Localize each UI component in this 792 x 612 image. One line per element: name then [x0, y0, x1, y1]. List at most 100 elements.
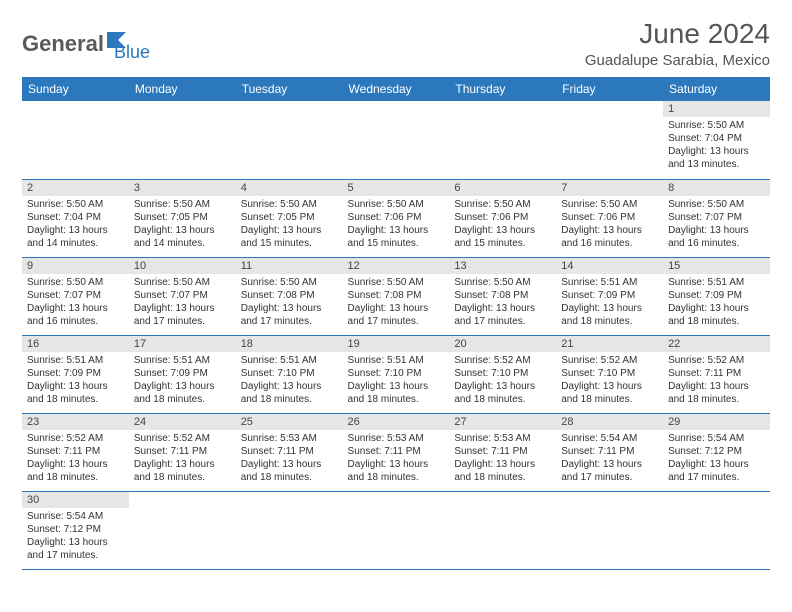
calendar-day-cell: 5Sunrise: 5:50 AMSunset: 7:06 PMDaylight… [343, 179, 450, 257]
day-details: Sunrise: 5:51 AMSunset: 7:09 PMDaylight:… [22, 352, 129, 410]
weekday-header-row: Sunday Monday Tuesday Wednesday Thursday… [22, 77, 770, 101]
day-number: 21 [556, 336, 663, 352]
day-details: Sunrise: 5:50 AMSunset: 7:06 PMDaylight:… [449, 196, 556, 254]
day-details: Sunrise: 5:52 AMSunset: 7:11 PMDaylight:… [663, 352, 770, 410]
calendar-day-cell: 13Sunrise: 5:50 AMSunset: 7:08 PMDayligh… [449, 257, 556, 335]
day-details: Sunrise: 5:50 AMSunset: 7:08 PMDaylight:… [236, 274, 343, 332]
calendar-day-cell [236, 491, 343, 569]
day-details: Sunrise: 5:52 AMSunset: 7:10 PMDaylight:… [449, 352, 556, 410]
day-number: 16 [22, 336, 129, 352]
calendar-day-cell: 23Sunrise: 5:52 AMSunset: 7:11 PMDayligh… [22, 413, 129, 491]
day-number: 19 [343, 336, 450, 352]
calendar-day-cell: 17Sunrise: 5:51 AMSunset: 7:09 PMDayligh… [129, 335, 236, 413]
calendar-day-cell: 3Sunrise: 5:50 AMSunset: 7:05 PMDaylight… [129, 179, 236, 257]
day-details: Sunrise: 5:50 AMSunset: 7:07 PMDaylight:… [129, 274, 236, 332]
calendar-day-cell [129, 491, 236, 569]
day-number: 9 [22, 258, 129, 274]
calendar-day-cell: 29Sunrise: 5:54 AMSunset: 7:12 PMDayligh… [663, 413, 770, 491]
calendar-week-row: 2Sunrise: 5:50 AMSunset: 7:04 PMDaylight… [22, 179, 770, 257]
day-number: 14 [556, 258, 663, 274]
day-number: 29 [663, 414, 770, 430]
calendar-day-cell: 24Sunrise: 5:52 AMSunset: 7:11 PMDayligh… [129, 413, 236, 491]
month-title: June 2024 [585, 18, 770, 50]
weekday-header: Friday [556, 77, 663, 101]
calendar-day-cell: 30Sunrise: 5:54 AMSunset: 7:12 PMDayligh… [22, 491, 129, 569]
day-details: Sunrise: 5:51 AMSunset: 7:09 PMDaylight:… [129, 352, 236, 410]
calendar-day-cell [343, 101, 450, 179]
calendar-day-cell: 28Sunrise: 5:54 AMSunset: 7:11 PMDayligh… [556, 413, 663, 491]
calendar-week-row: 9Sunrise: 5:50 AMSunset: 7:07 PMDaylight… [22, 257, 770, 335]
calendar-week-row: 16Sunrise: 5:51 AMSunset: 7:09 PMDayligh… [22, 335, 770, 413]
day-number: 28 [556, 414, 663, 430]
calendar-day-cell: 12Sunrise: 5:50 AMSunset: 7:08 PMDayligh… [343, 257, 450, 335]
day-details: Sunrise: 5:50 AMSunset: 7:06 PMDaylight:… [556, 196, 663, 254]
calendar-day-cell: 16Sunrise: 5:51 AMSunset: 7:09 PMDayligh… [22, 335, 129, 413]
calendar-day-cell [449, 101, 556, 179]
day-details: Sunrise: 5:52 AMSunset: 7:11 PMDaylight:… [22, 430, 129, 488]
weekday-header: Wednesday [343, 77, 450, 101]
day-details: Sunrise: 5:50 AMSunset: 7:07 PMDaylight:… [663, 196, 770, 254]
calendar-day-cell: 26Sunrise: 5:53 AMSunset: 7:11 PMDayligh… [343, 413, 450, 491]
calendar-day-cell: 6Sunrise: 5:50 AMSunset: 7:06 PMDaylight… [449, 179, 556, 257]
day-details: Sunrise: 5:53 AMSunset: 7:11 PMDaylight:… [449, 430, 556, 488]
calendar-day-cell [663, 491, 770, 569]
day-details: Sunrise: 5:50 AMSunset: 7:04 PMDaylight:… [22, 196, 129, 254]
calendar-day-cell: 18Sunrise: 5:51 AMSunset: 7:10 PMDayligh… [236, 335, 343, 413]
header: General Blue June 2024 Guadalupe Sarabia… [22, 18, 770, 69]
day-details: Sunrise: 5:50 AMSunset: 7:07 PMDaylight:… [22, 274, 129, 332]
day-details: Sunrise: 5:50 AMSunset: 7:08 PMDaylight:… [343, 274, 450, 332]
day-number: 12 [343, 258, 450, 274]
day-number: 17 [129, 336, 236, 352]
calendar-table: Sunday Monday Tuesday Wednesday Thursday… [22, 77, 770, 570]
day-number: 27 [449, 414, 556, 430]
day-details: Sunrise: 5:50 AMSunset: 7:04 PMDaylight:… [663, 117, 770, 175]
day-details: Sunrise: 5:51 AMSunset: 7:09 PMDaylight:… [663, 274, 770, 332]
day-details: Sunrise: 5:50 AMSunset: 7:08 PMDaylight:… [449, 274, 556, 332]
day-number: 11 [236, 258, 343, 274]
calendar-day-cell: 19Sunrise: 5:51 AMSunset: 7:10 PMDayligh… [343, 335, 450, 413]
day-details: Sunrise: 5:51 AMSunset: 7:10 PMDaylight:… [343, 352, 450, 410]
day-number: 15 [663, 258, 770, 274]
calendar-day-cell: 20Sunrise: 5:52 AMSunset: 7:10 PMDayligh… [449, 335, 556, 413]
logo-text-blue: Blue [114, 42, 150, 63]
day-number: 20 [449, 336, 556, 352]
day-number: 2 [22, 180, 129, 196]
calendar-day-cell: 25Sunrise: 5:53 AMSunset: 7:11 PMDayligh… [236, 413, 343, 491]
calendar-day-cell [343, 491, 450, 569]
calendar-day-cell: 2Sunrise: 5:50 AMSunset: 7:04 PMDaylight… [22, 179, 129, 257]
calendar-day-cell: 7Sunrise: 5:50 AMSunset: 7:06 PMDaylight… [556, 179, 663, 257]
day-number: 5 [343, 180, 450, 196]
day-number: 1 [663, 101, 770, 117]
calendar-day-cell: 22Sunrise: 5:52 AMSunset: 7:11 PMDayligh… [663, 335, 770, 413]
calendar-day-cell: 27Sunrise: 5:53 AMSunset: 7:11 PMDayligh… [449, 413, 556, 491]
day-number: 7 [556, 180, 663, 196]
calendar-day-cell: 4Sunrise: 5:50 AMSunset: 7:05 PMDaylight… [236, 179, 343, 257]
day-details: Sunrise: 5:54 AMSunset: 7:11 PMDaylight:… [556, 430, 663, 488]
calendar-day-cell: 21Sunrise: 5:52 AMSunset: 7:10 PMDayligh… [556, 335, 663, 413]
weekday-header: Tuesday [236, 77, 343, 101]
calendar-day-cell [556, 101, 663, 179]
weekday-header: Sunday [22, 77, 129, 101]
calendar-day-cell [22, 101, 129, 179]
day-number: 4 [236, 180, 343, 196]
calendar-day-cell [129, 101, 236, 179]
calendar-week-row: 1Sunrise: 5:50 AMSunset: 7:04 PMDaylight… [22, 101, 770, 179]
day-details: Sunrise: 5:51 AMSunset: 7:10 PMDaylight:… [236, 352, 343, 410]
day-details: Sunrise: 5:53 AMSunset: 7:11 PMDaylight:… [343, 430, 450, 488]
logo-text-general: General [22, 31, 104, 57]
calendar-day-cell: 15Sunrise: 5:51 AMSunset: 7:09 PMDayligh… [663, 257, 770, 335]
calendar-day-cell: 14Sunrise: 5:51 AMSunset: 7:09 PMDayligh… [556, 257, 663, 335]
calendar-day-cell: 9Sunrise: 5:50 AMSunset: 7:07 PMDaylight… [22, 257, 129, 335]
day-details: Sunrise: 5:53 AMSunset: 7:11 PMDaylight:… [236, 430, 343, 488]
day-details: Sunrise: 5:52 AMSunset: 7:10 PMDaylight:… [556, 352, 663, 410]
weekday-header: Thursday [449, 77, 556, 101]
calendar-day-cell: 10Sunrise: 5:50 AMSunset: 7:07 PMDayligh… [129, 257, 236, 335]
day-number: 6 [449, 180, 556, 196]
day-number: 25 [236, 414, 343, 430]
weekday-header: Saturday [663, 77, 770, 101]
day-details: Sunrise: 5:54 AMSunset: 7:12 PMDaylight:… [663, 430, 770, 488]
logo: General Blue [22, 24, 150, 63]
day-number: 26 [343, 414, 450, 430]
day-details: Sunrise: 5:50 AMSunset: 7:06 PMDaylight:… [343, 196, 450, 254]
day-number: 3 [129, 180, 236, 196]
